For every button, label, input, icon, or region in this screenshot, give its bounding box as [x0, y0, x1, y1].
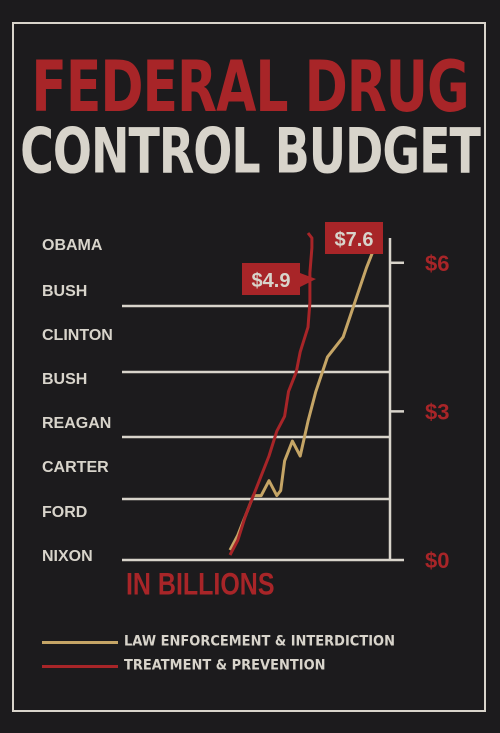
presidency-label: CARTER — [42, 459, 109, 476]
value-callout-box — [325, 222, 383, 254]
legend-swatch-law-enforcement — [42, 641, 118, 644]
y-tick-label: $0 — [425, 548, 449, 573]
title-line-1: FEDERAL DRUG — [31, 47, 469, 129]
legend-label-treatment: TREATMENT & PREVENTION — [124, 657, 326, 674]
presidency-label: FORD — [42, 504, 87, 521]
presidency-label: REAGAN — [42, 415, 111, 432]
presidency-label: BUSH — [42, 283, 87, 300]
value-callout-label: $4.9 — [252, 270, 291, 292]
value-callout-label: $7.6 — [335, 229, 374, 251]
value-callout-box — [242, 263, 300, 295]
y-tick-label: $6 — [425, 251, 449, 276]
presidency-label: OBAMA — [42, 237, 103, 254]
presidency-label: CLINTON — [42, 327, 113, 344]
presidency-label: NIXON — [42, 548, 93, 565]
presidency-label: BUSH — [42, 371, 87, 388]
title-line-2: CONTROL BUDGET — [20, 114, 481, 188]
value-callout-pointer — [300, 273, 316, 287]
unit-label: IN BILLIONS — [126, 566, 275, 601]
legend-label-law-enforcement: LAW ENFORCEMENT & INTERDICTION — [124, 633, 395, 650]
poster-frame — [12, 22, 486, 712]
legend-swatch-treatment — [42, 665, 118, 668]
series-line — [228, 232, 314, 556]
value-callout-pointer — [366, 252, 383, 254]
y-tick-label: $3 — [425, 399, 449, 424]
